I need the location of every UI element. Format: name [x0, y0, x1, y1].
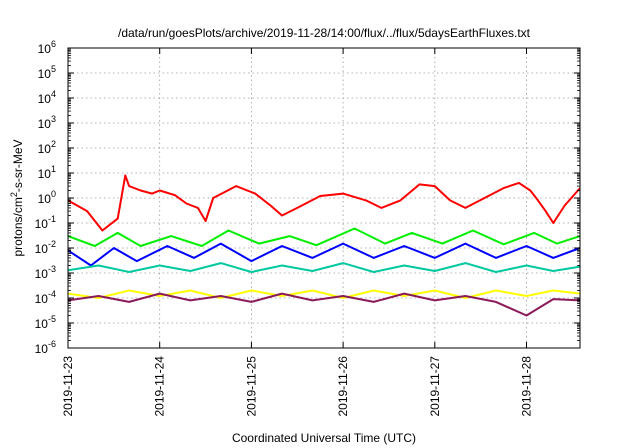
y-tick-label: 105	[38, 64, 56, 81]
ylabel-superscript: 2	[9, 192, 19, 197]
y-tick-base: 10	[38, 92, 52, 106]
x-tick-label: 2019-11-25	[244, 356, 258, 417]
y-tick-label: 10-6	[35, 339, 56, 356]
y-tick-label: 10-2	[35, 239, 56, 256]
y-tick-exponent: -2	[48, 239, 56, 249]
x-axis-label: Coordinated Universal Time (UTC)	[232, 431, 416, 445]
y-tick-base: 10	[35, 242, 49, 256]
y-tick-exponent: 3	[51, 114, 56, 124]
chart-title: /data/run/goesPlots/archive/2019-11-28/1…	[118, 26, 531, 40]
series-layer	[67, 174, 581, 317]
x-tick-label: 2019-11-26	[336, 356, 350, 417]
series-line-2	[67, 227, 581, 247]
y-tick-base: 10	[38, 142, 52, 156]
y-tick-label: 100	[38, 189, 56, 206]
y-tick-exponent: 1	[51, 164, 56, 174]
y-tick-exponent: -1	[48, 214, 56, 224]
y-tick-exponent: 6	[51, 39, 56, 49]
y-tick-exponent: 2	[51, 139, 56, 149]
y-tick-base: 10	[35, 317, 49, 331]
y-tick-base: 10	[38, 42, 52, 56]
y-tick-exponent: -3	[48, 264, 56, 274]
axes-layer: 10-610-510-410-310-210-11001011021031041…	[35, 39, 580, 417]
y-tick-base: 10	[38, 167, 52, 181]
y-tick-exponent: -4	[48, 289, 56, 299]
y-tick-base: 10	[35, 292, 49, 306]
x-tick-label: 2019-11-27	[428, 356, 442, 417]
series-line-4	[67, 262, 581, 273]
y-tick-label: 10-3	[35, 264, 56, 281]
y-tick-label: 106	[38, 39, 56, 56]
grid-layer	[67, 48, 580, 348]
ylabel-part-a: protons/cm	[11, 197, 25, 256]
ylabel-part-c: -s-sr-MeV	[11, 139, 25, 192]
y-tick-exponent: 5	[51, 64, 56, 74]
y-tick-label: 10-4	[35, 289, 56, 306]
y-tick-exponent: -6	[48, 339, 56, 349]
series-line-6	[67, 292, 581, 317]
y-tick-base: 10	[38, 192, 52, 206]
x-tick-label: 2019-11-23	[61, 356, 75, 417]
x-tick-label: 2019-11-24	[153, 356, 167, 417]
y-tick-base: 10	[35, 267, 49, 281]
y-tick-base: 10	[35, 342, 49, 356]
y-tick-label: 104	[38, 89, 56, 106]
y-tick-base: 10	[38, 67, 52, 81]
y-tick-base: 10	[35, 217, 49, 231]
y-tick-exponent: 0	[51, 189, 56, 199]
y-tick-label: 101	[38, 164, 56, 181]
y-tick-exponent: -5	[48, 314, 56, 324]
y-tick-exponent: 4	[51, 89, 56, 99]
y-tick-label: 103	[38, 114, 56, 131]
x-tick-label: 2019-11-28	[520, 356, 534, 417]
series-line-3	[67, 242, 581, 267]
series-line-1	[67, 174, 581, 232]
y-tick-label: 10-1	[35, 214, 56, 231]
y-tick-base: 10	[38, 117, 52, 131]
y-tick-label: 102	[38, 139, 56, 156]
y-tick-label: 10-5	[35, 314, 56, 331]
y-axis-label: protons/cm2-s-sr-MeV	[9, 139, 25, 256]
